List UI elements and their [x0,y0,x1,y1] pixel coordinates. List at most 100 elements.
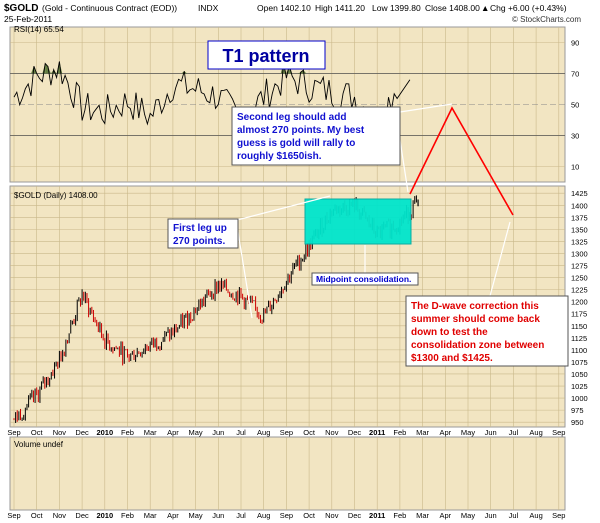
x-tick-label: Mar [416,511,429,520]
rsi-overbought-fill [286,65,290,74]
consolidation-zone [304,198,412,245]
second-leg-pointer [399,103,453,113]
second-leg-pointer [399,139,409,193]
watermark: © StockCharts.com [512,15,581,24]
x-tick-label: Dec [75,428,89,437]
second-leg-line-2: almost 270 points. My best [237,125,365,136]
price-tick-label: 1350 [571,225,588,234]
x-tick-label: Sep [7,428,20,437]
description: (Gold - Continuous Contract (EOD)) [42,3,177,13]
price-tick-label: 1075 [571,358,588,367]
x-tick-label: Oct [303,428,316,437]
x-tick-label: May [461,428,475,437]
x-tick-label: 2011 [369,511,385,520]
price-tick-label: 1150 [571,322,587,331]
rsi-tick-label: 30 [571,132,579,141]
x-tick-label: Apr [167,511,179,520]
high-value: High 1411.20 [315,3,365,13]
x-tick-label: Apr [167,428,179,437]
axes: Sep Sep Oct Oct Nov Nov Dec Dec 2010 2010 Feb Feb Ma… [7,39,587,521]
x-tick-label: 2010 [96,428,113,437]
x-tick-label: Mar [416,428,429,437]
x-tick-label: Mar [144,428,157,437]
x-tick-label: Sep [7,511,20,520]
x-tick-label: Nov [53,511,67,520]
close-value: Close 1408.00 [425,3,480,13]
price-tick-label: 1125 [571,334,587,343]
rsi-legend: RSI(14) 65.54 [14,25,64,34]
price-tick-label: 1250 [571,274,588,283]
first-leg-line-1: First leg up [173,223,227,234]
first-leg-box [167,218,239,249]
second-leg-line-1: Second leg should add [237,112,346,123]
x-tick-label: Nov [325,511,339,520]
x-tick-label: Sep [280,511,293,520]
forecast-zigzag [409,106,514,216]
dwave-box [405,295,569,367]
x-tick-label: Dec [75,511,89,520]
exchange: INDX [198,3,219,13]
x-tick-label: Sep [552,428,565,437]
x-tick-label: 2010 [96,511,113,520]
x-tick-label: Jul [509,428,519,437]
x-tick-label: Dec [348,428,362,437]
first-leg-pointer [237,231,253,319]
open-value: Open 1402.10 [257,3,311,13]
price-legend: $GOLD (Daily) 1408.00 [14,191,98,200]
x-tick-label: Jun [212,511,224,520]
x-tick-label: Aug [257,511,270,520]
x-tick-label: Aug [529,511,542,520]
second-leg-line-4: roughly $1650ish. [237,151,322,162]
dwave-line-3: down to test the [411,327,488,338]
x-tick-label: Apr [439,428,451,437]
price-tick-label: 1200 [571,298,588,307]
price-tick-label: 950 [571,418,584,427]
volume-panel [9,436,566,511]
dwave-line-1: The D-wave correction this [411,301,539,312]
x-tick-label: Jun [212,428,224,437]
price-tick-label: 1400 [571,201,588,210]
rsi-tick-label: 70 [571,70,579,79]
rsi-tick-label: 90 [571,39,579,48]
first-leg-line-2: 270 points. [173,236,225,247]
volume-legend: Volume undef [14,440,64,449]
up-arrow-icon: ▲ [481,3,489,13]
midpoint-box [311,272,419,286]
midpoint-label: Midpoint consolidation. [316,274,411,284]
low-value: Low 1399.80 [372,3,421,13]
x-tick-label: 2011 [369,428,385,437]
annotations [236,103,514,319]
x-tick-label: Feb [121,428,134,437]
date: 25-Feb-2011 [4,14,52,24]
x-tick-label: Aug [257,428,270,437]
dwave-pointer [489,221,511,297]
x-tick-label: Sep [280,428,293,437]
x-tick-label: Feb [393,511,406,520]
rsi-overbought-fill [297,72,301,74]
x-tick-label: Feb [393,428,406,437]
price-tick-label: 1000 [571,394,588,403]
title-label: T1 pattern [222,46,309,66]
x-tick-label: Jul [236,428,246,437]
dwave-line-4: consolidation zone between [411,340,544,351]
second-leg-box [231,106,401,166]
price-tick-label: 1050 [571,370,588,379]
price-tick-label: 1375 [571,213,588,222]
x-tick-label: May [189,428,203,437]
price-tick-label: 1275 [571,262,588,271]
price-series [13,195,419,423]
dwave-line-5: $1300 and $1425. [411,353,493,364]
price-tick-label: 975 [571,406,584,415]
x-tick-label: Jun [485,428,497,437]
x-tick-label: Sep [552,511,565,520]
second-leg-line-3: guess is gold will rally to [237,138,355,149]
dwave-line-2: summer should come back [411,314,540,325]
price-tick-label: 1025 [571,382,588,391]
rsi-tick-label: 50 [571,101,579,110]
price-tick-label: 1100 [571,346,587,355]
rsi-tick-label: 10 [571,163,579,172]
change-value: Chg +6.00 (+0.43%) [490,3,567,13]
x-tick-label: Jul [509,511,519,520]
x-tick-label: Feb [121,511,134,520]
